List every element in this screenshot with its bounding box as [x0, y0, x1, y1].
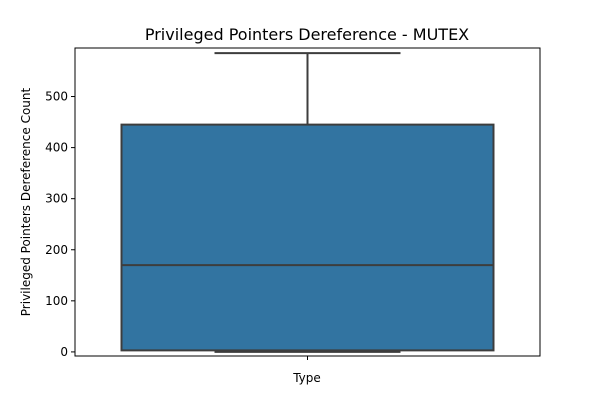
- y-axis-label: Privileged Pointers Dereference Count: [19, 87, 33, 316]
- plot-frame: [74, 47, 541, 357]
- y-tick-label: 200: [45, 243, 68, 257]
- chart-title: Privileged Pointers Dereference - MUTEX: [145, 25, 469, 44]
- y-axis: 0 100 200 300 400 500: [45, 90, 75, 359]
- y-tick-label: 500: [45, 90, 68, 104]
- plot-area: [120, 52, 495, 360]
- y-tick-label: 300: [45, 192, 68, 206]
- y-tick-label: 100: [45, 294, 68, 308]
- y-tick-label: 400: [45, 141, 68, 155]
- box-iqr: [120, 123, 495, 352]
- x-axis-label: Type: [292, 371, 321, 385]
- y-tick-label: 0: [60, 345, 68, 359]
